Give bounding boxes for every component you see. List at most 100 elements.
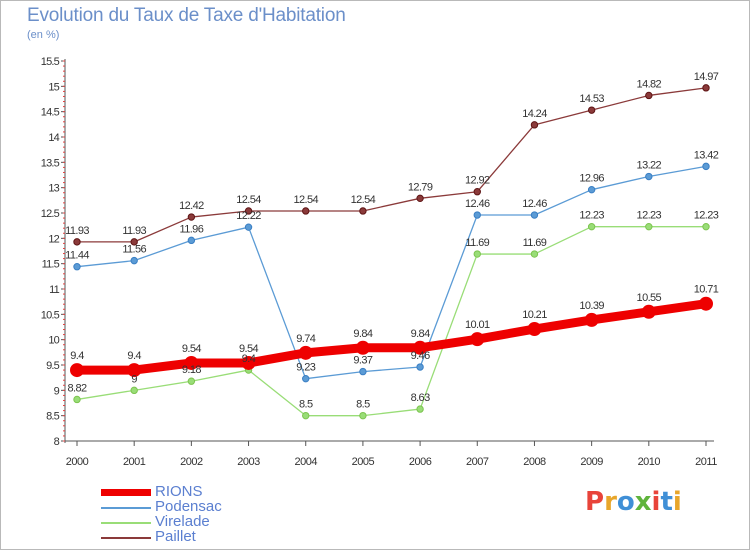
x-tick-label: 2001: [123, 456, 146, 468]
point-podensac: [302, 374, 310, 383]
data-label-virelade: 8.5: [356, 399, 370, 411]
chart-title: Evolution du Taux de Taxe d'Habitation: [27, 5, 346, 26]
x-tick-label: 2010: [638, 456, 661, 468]
point-podensac: [359, 367, 367, 376]
point-virelade: [73, 395, 81, 404]
x-tick-label: 2004: [294, 456, 317, 468]
point-podensac: [530, 211, 539, 219]
data-label-paillet: 14.82: [637, 78, 662, 90]
data-label-podensac: 11.56: [122, 244, 146, 256]
data-label-rions: 9.74: [296, 333, 315, 345]
point-rions: [241, 355, 256, 370]
y-tick-label: 10.5: [41, 309, 60, 321]
data-label-virelade: 12.23: [694, 210, 719, 222]
legend-label-rions: RIONS: [155, 483, 203, 500]
data-label-paillet: 12.79: [408, 181, 433, 193]
data-label-paillet: 14.24: [522, 108, 547, 120]
logo-letter: x: [634, 487, 652, 517]
data-label-podensac: 9.23: [296, 362, 315, 374]
data-label-virelade: 9.18: [182, 364, 201, 376]
x-tick-label: 2007: [466, 456, 489, 468]
point-virelade: [359, 411, 367, 420]
data-label-podensac: 11.96: [180, 223, 204, 235]
point-virelade: [302, 411, 310, 420]
x-tick-label: 2011: [695, 456, 717, 468]
point-virelade: [645, 222, 653, 231]
point-podensac: [587, 185, 596, 194]
point-paillet: [130, 238, 138, 246]
point-podensac: [130, 256, 138, 265]
point-paillet: [530, 121, 539, 129]
data-label-rions: 10.71: [694, 284, 719, 296]
data-label-virelade: 8.63: [411, 392, 430, 404]
y-tick-label: 8.5: [46, 411, 60, 423]
y-tick-label: 15: [48, 81, 59, 93]
unit-label: (en %): [27, 29, 60, 41]
point-rions: [127, 363, 142, 378]
data-label-paillet: 14.97: [694, 71, 719, 83]
y-tick-label: 14.5: [41, 107, 60, 119]
data-label-rions: 9.4: [70, 350, 84, 362]
data-label-paillet: 12.42: [179, 200, 204, 212]
point-virelade: [530, 250, 539, 258]
point-paillet: [244, 207, 253, 215]
y-tick-label: 15.5: [41, 56, 60, 68]
y-tick-label: 8: [54, 436, 60, 448]
data-label-paillet: 11.93: [122, 225, 146, 237]
point-paillet: [702, 84, 710, 92]
data-label-virelade: 12.23: [637, 210, 662, 222]
series-line-rions: [72, 299, 711, 375]
y-tick-label: 9.5: [46, 360, 60, 372]
point-virelade: [130, 386, 138, 395]
point-rions: [355, 340, 370, 355]
x-tick-label: 2008: [523, 456, 546, 468]
y-tick-label: 11: [49, 284, 60, 296]
data-label-rions: 10.21: [522, 309, 547, 321]
y-tick-label: 11.5: [42, 259, 60, 271]
data-label-rions: 9.84: [353, 328, 372, 340]
point-virelade: [416, 405, 424, 413]
point-paillet: [187, 213, 196, 221]
point-podensac: [244, 223, 253, 231]
data-label-rions: 9.54: [182, 343, 201, 355]
point-podensac: [645, 172, 653, 181]
legend-swatch-paillet: [101, 537, 151, 539]
y-tick-label: 9: [54, 385, 60, 397]
x-tick-label: 2003: [237, 456, 260, 468]
data-label-rions: 9.54: [239, 343, 258, 355]
y-tick-label: 14: [48, 132, 59, 144]
legend-swatch-virelade: [101, 522, 151, 524]
legend-swatch-podensac: [101, 507, 151, 509]
logo-letter: o: [616, 487, 635, 517]
x-tick-label: 2005: [352, 456, 375, 468]
point-paillet: [302, 207, 310, 215]
y-tick-label: 12: [48, 233, 59, 245]
point-rions: [641, 304, 656, 319]
x-tick-label: 2000: [66, 456, 89, 468]
data-label-virelade: 8.82: [67, 382, 86, 394]
point-paillet: [587, 106, 596, 114]
data-label-paillet: 12.54: [236, 194, 261, 206]
data-label-virelade: 12.23: [579, 210, 604, 222]
point-rions: [527, 322, 542, 337]
data-label-podensac: 11.44: [65, 250, 89, 262]
data-label-podensac: 9.37: [353, 355, 372, 367]
series-line-virelade: [76, 226, 707, 417]
point-paillet: [73, 238, 81, 246]
data-label-virelade: 8.5: [299, 399, 313, 411]
data-label-virelade: 9: [131, 373, 137, 385]
point-virelade: [473, 250, 481, 258]
point-rions: [699, 296, 713, 311]
x-tick-label: 2006: [409, 456, 432, 468]
logo-letter: P: [585, 487, 605, 517]
point-podensac: [187, 236, 196, 245]
y-tick-label: 10: [48, 335, 59, 347]
point-virelade: [702, 222, 710, 231]
data-label-virelade: 11.69: [523, 237, 547, 249]
point-podensac: [73, 263, 81, 271]
data-label-virelade: 11.69: [465, 237, 489, 249]
y-tick-label: 13: [48, 183, 59, 195]
logo-letter: t: [660, 487, 673, 517]
legend-label-paillet: Paillet: [155, 528, 196, 545]
point-podensac: [702, 162, 710, 171]
